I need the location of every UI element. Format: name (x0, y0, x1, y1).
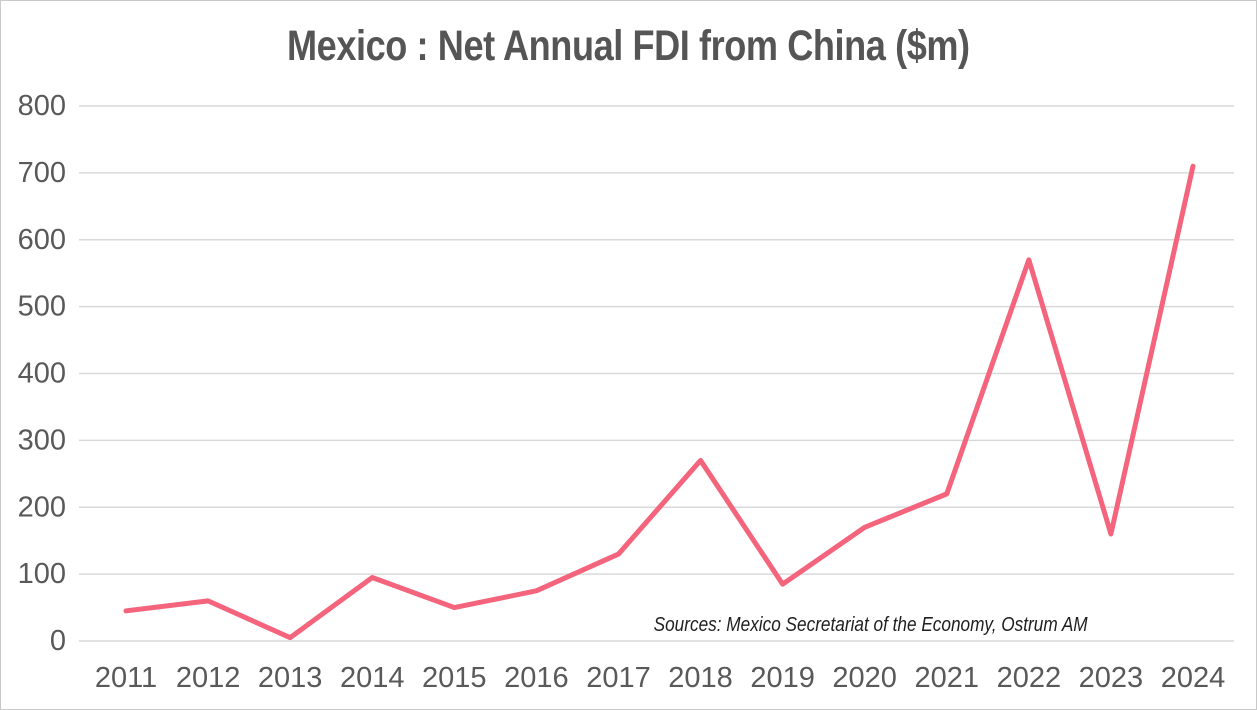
y-tick-label: 100 (18, 558, 66, 590)
source-note-text: Sources: Mexico Secretariat of the Econo… (654, 614, 1088, 636)
y-tick-label: 400 (18, 358, 66, 390)
y-tick-label: 300 (18, 424, 66, 456)
y-tick-label: 500 (18, 291, 66, 323)
x-tick-label: 2018 (668, 662, 733, 694)
chart-title: Mexico : Net Annual FDI from China ($m) (1, 22, 1256, 70)
x-tick-label: 2011 (95, 662, 157, 694)
y-tick-label: 200 (18, 491, 66, 523)
y-tick-label: 800 (18, 90, 66, 122)
x-tick-label: 2022 (997, 662, 1062, 694)
chart-title-text: Mexico : Net Annual FDI from China ($m) (287, 22, 970, 70)
y-tick-label: 700 (18, 157, 66, 189)
x-tick-label: 2021 (915, 662, 980, 694)
x-tick-label: 2012 (176, 662, 241, 694)
x-tick-label: 2024 (1161, 662, 1226, 694)
source-note: Sources: Mexico Secretariat of the Econo… (583, 614, 1088, 637)
x-tick-label: 2014 (340, 662, 405, 694)
x-tick-label: 2017 (586, 662, 651, 694)
x-tick-label: 2023 (1079, 662, 1144, 694)
y-tick-label: 600 (18, 224, 66, 256)
fdi-line (123, 163, 1196, 641)
x-tick-label: 2016 (504, 662, 569, 694)
y-tick-label: 0 (50, 625, 66, 657)
x-tick-label: 2020 (832, 662, 897, 694)
x-tick-label: 2015 (422, 662, 487, 694)
x-tick-label: 2013 (258, 662, 323, 694)
x-tick-label: 2019 (750, 662, 815, 694)
